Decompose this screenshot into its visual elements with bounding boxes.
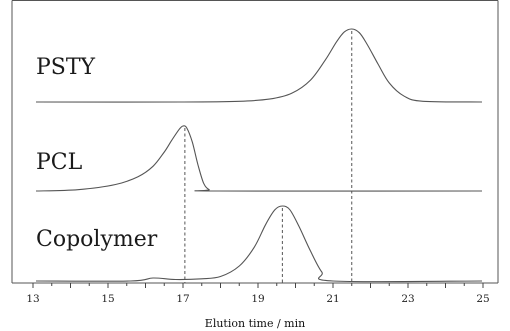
peak-marker-lines <box>184 31 353 283</box>
x-tick-label-15: 15 <box>101 293 114 305</box>
series-line-pcl <box>35 125 483 192</box>
x-tick-label-25: 25 <box>476 293 489 305</box>
x-tick-label-23: 23 <box>401 293 414 305</box>
x-tick-label-17: 17 <box>176 293 189 305</box>
chart-frame <box>11 0 499 284</box>
x-axis-title: Elution time / min <box>205 317 305 330</box>
series-line-psty <box>35 28 483 103</box>
series-labels: PSTY PCL Copolymer <box>36 55 158 252</box>
series-curves <box>35 28 483 283</box>
series-label-pcl: PCL <box>36 150 83 175</box>
series-label-copolymer: Copolymer <box>36 227 158 252</box>
x-axis-ticks: 13 15 17 19 21 23 25 <box>26 283 490 305</box>
x-tick-label-21: 21 <box>326 293 339 305</box>
x-tick-label-13: 13 <box>26 293 39 305</box>
series-line-copolymer <box>35 205 483 283</box>
series-label-psty: PSTY <box>36 55 96 80</box>
x-tick-label-19: 19 <box>251 293 264 305</box>
